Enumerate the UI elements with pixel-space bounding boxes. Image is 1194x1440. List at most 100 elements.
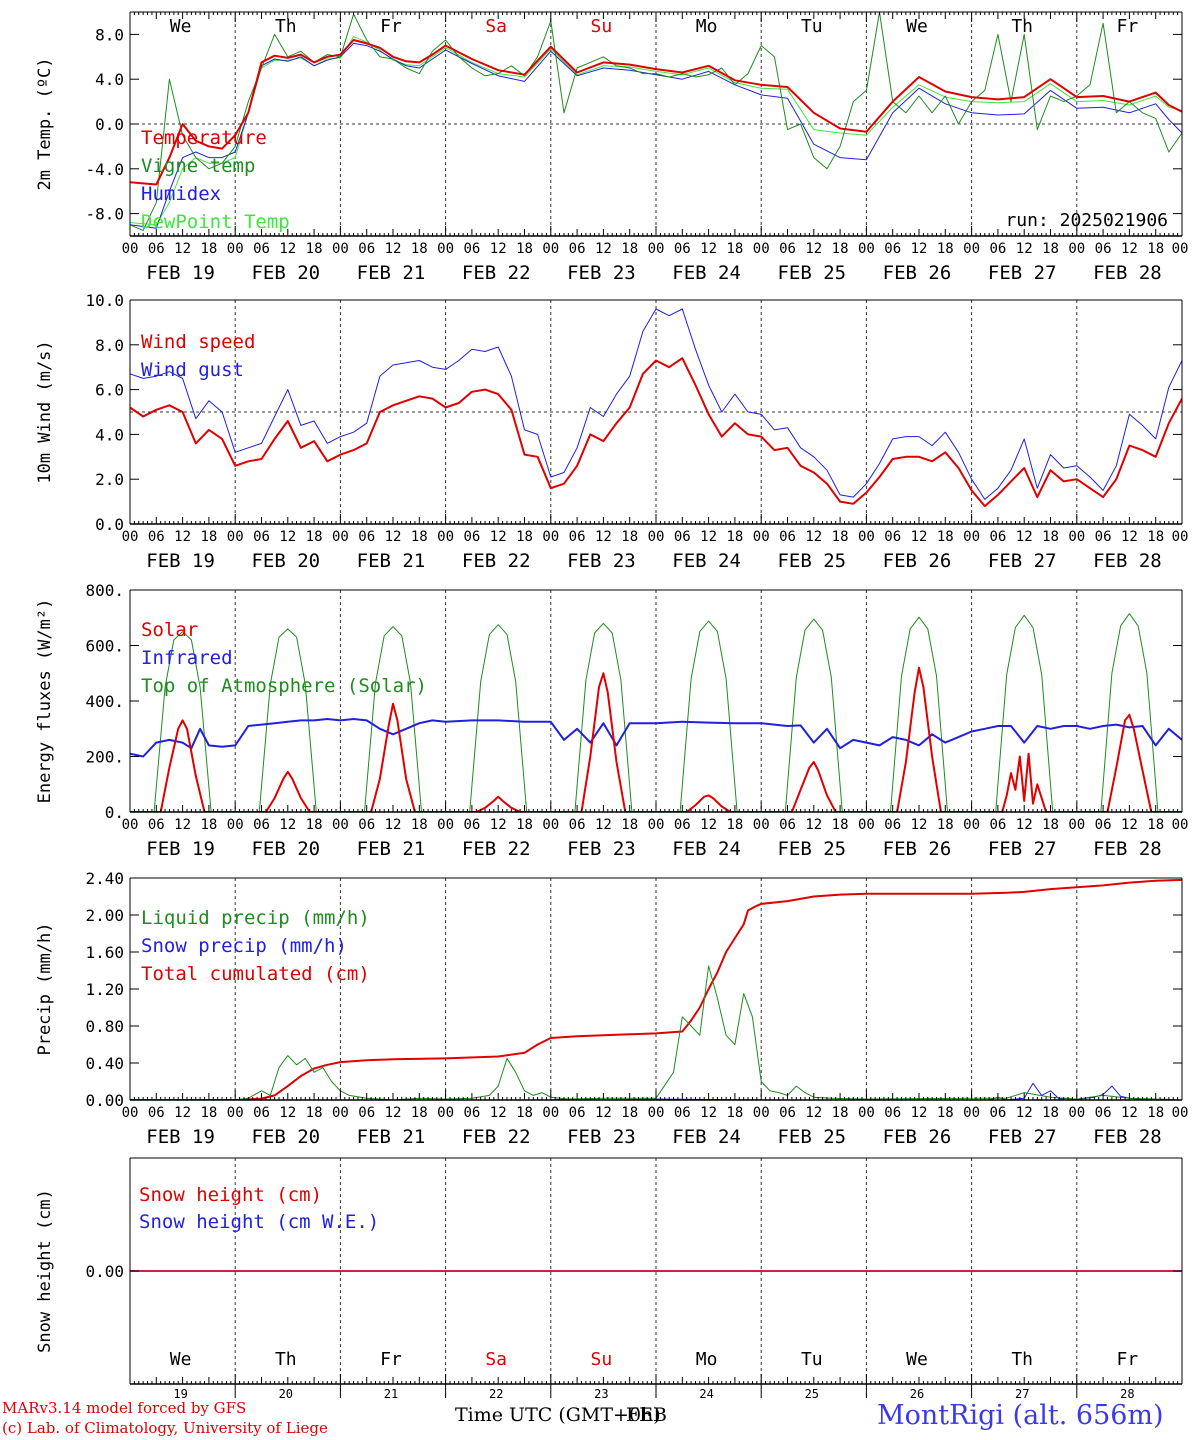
x-tick-label: 18 xyxy=(411,529,428,545)
x-date-label: FEB 21 xyxy=(357,838,426,860)
x-date-label: FEB 20 xyxy=(251,550,320,572)
x-tick-label: 12 xyxy=(174,241,191,257)
x-tick-label: 06 xyxy=(148,529,165,545)
weekday-label: Th xyxy=(275,16,297,37)
x-tick-label: 12 xyxy=(805,241,822,257)
y-tick-label: 6.0 xyxy=(95,381,124,400)
model-credit: MARv3.14 model forced by GFS xyxy=(2,1399,247,1417)
x-tick-label: 12 xyxy=(279,817,296,833)
weekday-label: Su xyxy=(591,1349,613,1370)
x-tick-label: 12 xyxy=(385,529,402,545)
x-tick-label: 00 xyxy=(122,1105,139,1121)
x-tick-label: 12 xyxy=(595,241,612,257)
x-date-label: FEB 20 xyxy=(251,1126,320,1148)
series-line-temperature xyxy=(130,39,1182,186)
y-axis-label: 10m Wind (m/s) xyxy=(35,340,55,483)
series-line-infrared xyxy=(130,718,1182,758)
legend-entry: Wind speed xyxy=(141,331,255,353)
y-tick-label: 2.0 xyxy=(95,470,124,489)
x-tick-label: 18 xyxy=(516,817,533,833)
x-date-label: FEB 22 xyxy=(462,262,531,284)
y-tick-label: 200. xyxy=(85,748,124,767)
weekday-label: We xyxy=(170,16,192,37)
x-tick-label: 18 xyxy=(1042,529,1059,545)
x-tick-label: 18 xyxy=(621,1105,638,1121)
x-tick-label: 00 xyxy=(1068,1105,1085,1121)
x-tick-label: 06 xyxy=(569,1105,586,1121)
x-date-label: FEB 28 xyxy=(1093,262,1162,284)
x-tick-label: 00 xyxy=(753,1105,770,1121)
station-name: MontRigi (alt. 656m) xyxy=(877,1400,1164,1431)
y-tick-label: 1.60 xyxy=(85,943,124,962)
x-tick-label: 18 xyxy=(306,817,323,833)
y-tick-label: 0.0 xyxy=(95,515,124,534)
x-tick-label: 12 xyxy=(385,241,402,257)
y-axis-label: 2m Temp. (ºC) xyxy=(35,57,55,190)
x-tick-label: 00 xyxy=(332,241,349,257)
day-number-label: 28 xyxy=(1120,1387,1134,1401)
x-tick-label: 06 xyxy=(884,817,901,833)
x-date-label: FEB 21 xyxy=(357,262,426,284)
y-tick-label: 0.00 xyxy=(85,1091,124,1110)
x-tick-label: 00 xyxy=(648,817,665,833)
x-tick-label: 12 xyxy=(595,1105,612,1121)
x-date-label: FEB 26 xyxy=(883,838,952,860)
y-tick-label: 2.40 xyxy=(85,869,124,888)
x-date-label: FEB 21 xyxy=(357,1126,426,1148)
x-tick-label: 06 xyxy=(779,529,796,545)
y-tick-label: 0. xyxy=(105,803,124,822)
x-tick-label: 12 xyxy=(279,241,296,257)
y-tick-label: 400. xyxy=(85,692,124,711)
x-tick-label: 12 xyxy=(1016,1105,1033,1121)
y-axis-label: Energy fluxes (W/m²) xyxy=(35,599,55,804)
legend-entry: Solar xyxy=(141,619,198,641)
x-tick-label: 06 xyxy=(779,817,796,833)
x-tick-label: 12 xyxy=(1121,241,1138,257)
x-tick-label: 06 xyxy=(253,817,270,833)
weekday-label: Sa xyxy=(485,1349,507,1370)
x-tick-label: 06 xyxy=(1095,241,1112,257)
x-tick-label: 06 xyxy=(148,817,165,833)
panel-energy: 800. 600. 400. 200. 0. Energy fluxes (W/m²) So… xyxy=(35,581,1183,822)
x-date-label: FEB 20 xyxy=(251,838,320,860)
x-tick-label: 00 xyxy=(858,241,875,257)
x-tick-label: 18 xyxy=(726,529,743,545)
x-date-label: FEB 28 xyxy=(1093,1126,1162,1148)
x-tick-label: 18 xyxy=(200,529,217,545)
x-tick-label: 00 xyxy=(542,817,559,833)
day-number-label: 22 xyxy=(489,1387,503,1401)
x-date-label: FEB 20 xyxy=(251,262,320,284)
x-tick-label: 00 xyxy=(963,529,980,545)
day-number-label: 27 xyxy=(1015,1387,1029,1401)
x-date-label: FEB 28 xyxy=(1093,838,1162,860)
x-tick-label: 18 xyxy=(726,817,743,833)
x-tick-label: 00 xyxy=(648,529,665,545)
x-tick-label: 18 xyxy=(621,241,638,257)
x-tick-label: 00 xyxy=(1068,529,1085,545)
x-date-label: FEB 25 xyxy=(777,262,846,284)
x-tick-label: 18 xyxy=(411,1105,428,1121)
x-tick-label: 12 xyxy=(490,1105,507,1121)
x-tick-label: 18 xyxy=(726,1105,743,1121)
x-tick-label: 18 xyxy=(1042,241,1059,257)
x-date-label: FEB 19 xyxy=(146,550,215,572)
x-date-label: FEB 26 xyxy=(883,262,952,284)
x-tick-label: 12 xyxy=(490,817,507,833)
x-date-label: FEB 21 xyxy=(357,550,426,572)
x-tick-label: 06 xyxy=(148,1105,165,1121)
x-date-label: FEB 24 xyxy=(672,1126,741,1148)
x-tick-label: 12 xyxy=(279,1105,296,1121)
x-tick-label: 12 xyxy=(490,241,507,257)
panel-wind: 10.0 8.0 6.0 4.0 2.0 0.0 10m Wind (m/s) Wind sp… xyxy=(35,291,1183,534)
legend-entry: Humidex xyxy=(141,183,221,205)
x-tick-label: 00 xyxy=(227,817,244,833)
y-tick-label: 800. xyxy=(85,581,124,600)
legend-entry: Snow precip (mm/h) xyxy=(141,935,347,957)
legend-entry: Total cumulated (cm) xyxy=(141,963,370,985)
x-tick-label: 00 xyxy=(542,1105,559,1121)
x-date-label: FEB 24 xyxy=(672,838,741,860)
x-tick-label: 06 xyxy=(779,241,796,257)
x-date-label: FEB 23 xyxy=(567,550,636,572)
x-date-label: FEB 26 xyxy=(883,550,952,572)
x-tick-label: 06 xyxy=(463,817,480,833)
